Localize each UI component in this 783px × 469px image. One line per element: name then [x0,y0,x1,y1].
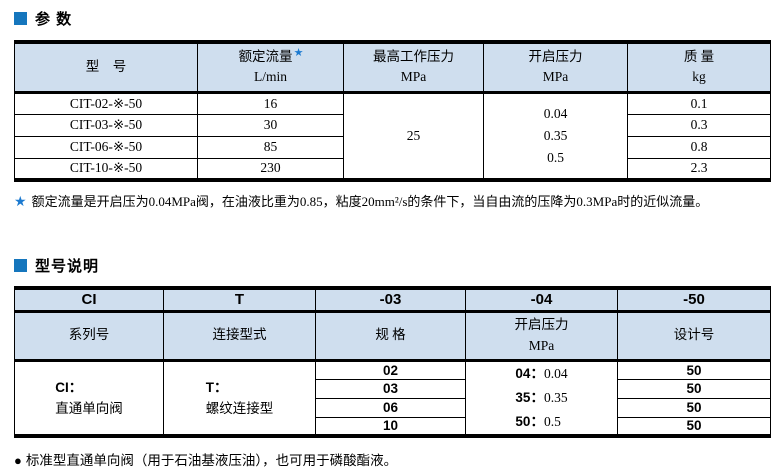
code-segment-pressure: -04 [465,287,618,313]
col-header-max-pressure: 最高工作压力 MPa [343,41,484,94]
code-segments-row: CI T -03 -04 -50 [14,287,771,313]
table-row: 06 50 [15,397,771,418]
table-row: CIT-06-※-50 85 0.8 [14,135,771,159]
model-cell: CIT-06-※-50 [14,135,198,159]
blue-square-icon [14,259,27,272]
standard-valve-note: ● 标准型直通单向阀（用于石油基液压油），也可用于磷酸酯液。 [14,449,770,469]
label-cracking-pressure: 开启压力 MPa [465,310,618,362]
design-number-cell: 50 [617,416,771,437]
model-cell: CIT-03-※-50 [14,113,198,137]
section-title-model-code: 型号说明 [14,255,770,276]
flow-cell: 30 [197,113,344,137]
col-header-weight: 质 量 kg [627,41,771,94]
weight-cell: 0.3 [627,113,771,137]
col-header-model: 型 号 [14,41,198,94]
weight-cell: 0.1 [627,91,771,115]
flow-cell: 85 [197,135,344,159]
max-working-pressure-cell: 25 [343,91,484,181]
label-series: 系列号 [14,310,164,362]
flow-cell: 230 [197,157,344,181]
weight-cell: 0.8 [627,135,771,159]
design-number-cell: 50 [617,359,771,380]
star-icon: ★ [293,47,304,59]
size-cell: 03 [315,378,466,399]
star-icon: ★ [14,195,27,210]
size-cell: 02 [315,359,466,380]
design-number-cell: 50 [617,378,771,399]
table-row: CIT-10-※-50 230 2.3 [14,157,771,181]
label-connection: 连接型式 [163,310,316,362]
code-segment-connection: T [163,287,316,313]
weight-cell: 2.3 [627,157,771,181]
table-row: CIT-02-※-50 16 25 0.04 0.35 0.5 0.1 [14,91,771,181]
label-design: 设计号 [617,310,771,362]
weight-unit: kg [692,69,706,85]
section-title-text: 参 数 [35,11,73,28]
cracking-pressure-cell: 0.04 0.35 0.5 [483,91,628,181]
size-cell: 10 [315,416,466,437]
code-segment-design: -50 [617,287,771,313]
blue-square-icon [14,12,27,25]
code-labels-row: 系列号 连接型式 规 格 开启压力 MPa 设计号 [14,310,771,362]
rated-flow-unit: L/min [254,69,287,85]
section-title-text: 型号说明 [35,258,100,275]
table-row: 03 50 [15,378,771,399]
flow-cell: 16 [197,91,344,115]
table-row: CI： 直通单向阀 T： 螺纹连接型 02 04：0.04 35：0.35 50 [14,359,771,437]
connection-desc-cell: T： 螺纹连接型 [163,359,316,437]
label-size: 规 格 [315,310,466,362]
design-number-cell: 50 [617,397,771,418]
col-header-rated-flow: 额定流量★ L/min [197,41,344,94]
rated-flow-footnote: ★ 额定流量是开启压为0.04MPa阀，在油液比重为0.85，粘度20mm²/s的… [14,191,770,211]
cracking-pressure-unit: MPa [542,69,569,85]
parameters-table: 型 号 额定流量★ L/min 最高工作压力 MPa 开启压力 MPa 质 量 … [14,40,771,182]
pressure-options-cell: 04：0.04 35：0.35 50：0.5 [465,359,618,437]
max-pressure-unit: MPa [400,69,427,85]
size-cell: 06 [315,397,466,418]
model-cell: CIT-02-※-50 [14,91,198,115]
code-segment-size: -03 [315,287,466,313]
footnote-text: 额定流量是开启压为0.04MPa阀，在油液比重为0.85，粘度20mm²/s的条… [31,194,709,209]
parameters-header-row: 型 号 额定流量★ L/min 最高工作压力 MPa 开启压力 MPa 质 量 … [14,41,771,94]
model-cell: CIT-10-※-50 [14,157,198,181]
section-title-parameters: 参 数 [14,8,770,29]
series-desc-cell: CI： 直通单向阀 [14,359,164,437]
col-header-cracking-pressure: 开启压力 MPa [483,41,628,94]
code-segment-series: CI [14,287,164,313]
model-code-table: CI T -03 -04 -50 系列号 连接型式 规 格 开启压力 MPa 设… [14,286,771,438]
table-row: 10 50 [15,416,771,437]
